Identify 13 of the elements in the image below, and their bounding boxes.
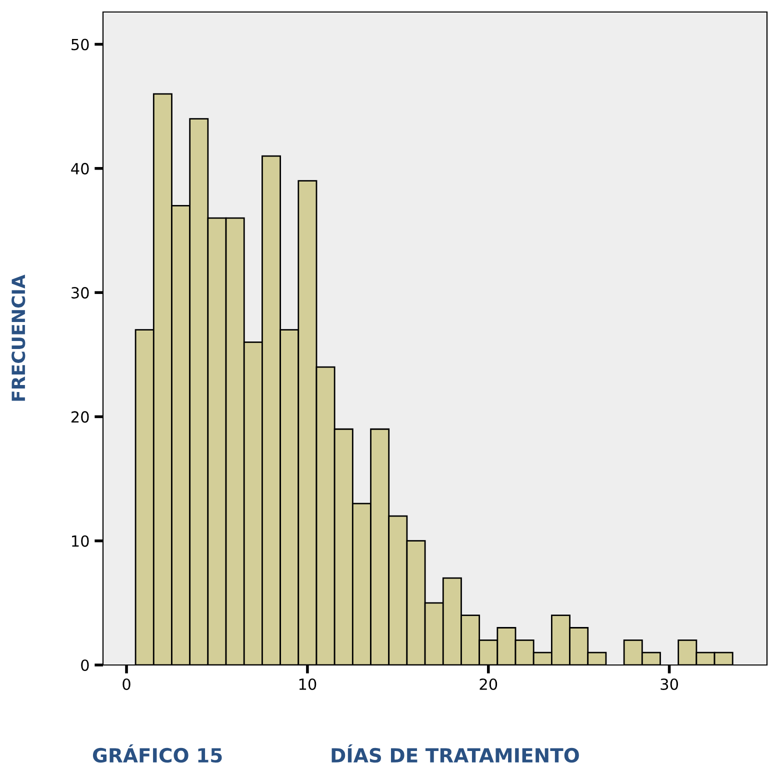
x-axis-title: DÍAS DE TRATAMIENTO bbox=[332, 744, 579, 763]
y-axis-title: FRECUENCIA bbox=[12, 274, 26, 401]
y-tick-label: 30 bbox=[72, 287, 89, 299]
x-tick-label: 0 bbox=[122, 678, 130, 690]
y-tick-label: 50 bbox=[72, 38, 89, 50]
y-tick-label: 20 bbox=[71, 411, 89, 423]
x-tick-label: 20 bbox=[480, 678, 498, 690]
x-tick-label: 30 bbox=[660, 678, 678, 690]
y-tick-label: 10 bbox=[72, 535, 89, 547]
text: GRÁFICO 15 bbox=[92, 744, 222, 763]
x-tick-label: 10 bbox=[299, 678, 316, 690]
y-tick-label: 0 bbox=[81, 659, 89, 672]
y-tick-label: 40 bbox=[71, 162, 89, 174]
